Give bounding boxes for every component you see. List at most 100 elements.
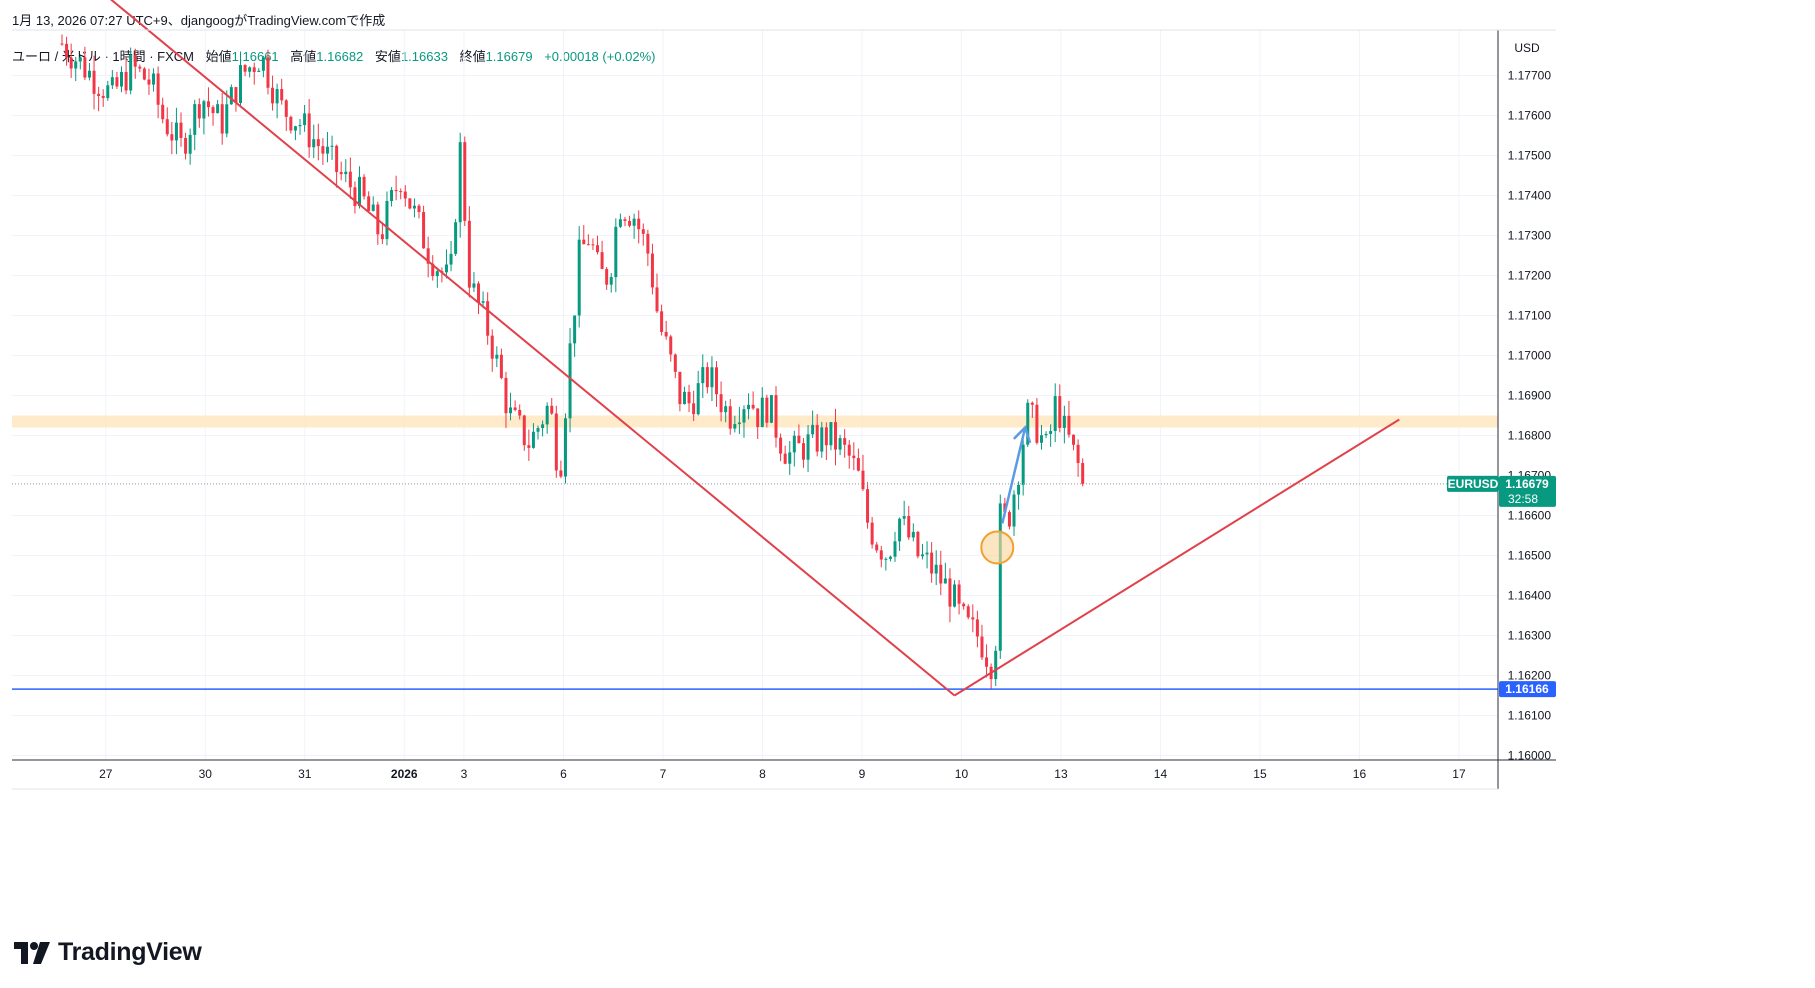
candle-down bbox=[394, 190, 398, 192]
candle-down bbox=[289, 116, 293, 131]
candle-down bbox=[348, 171, 352, 188]
currency-label[interactable]: USD bbox=[1514, 41, 1540, 55]
candle-up bbox=[884, 558, 888, 560]
candle-up bbox=[632, 218, 636, 226]
candle-down bbox=[875, 544, 879, 551]
candle-up bbox=[545, 405, 549, 425]
candle-down bbox=[715, 367, 719, 395]
price-tick-label: 1.16900 bbox=[1508, 389, 1552, 403]
price-tick-label: 1.17200 bbox=[1508, 269, 1552, 283]
marker-circle[interactable] bbox=[980, 530, 1015, 565]
candle-down bbox=[115, 77, 119, 87]
candle-down bbox=[165, 119, 169, 135]
candle-up bbox=[458, 142, 462, 223]
tradingview-icon bbox=[14, 941, 50, 964]
candle-down bbox=[422, 211, 426, 249]
candle-up bbox=[344, 171, 348, 175]
tradingview-logo[interactable]: TradingView bbox=[14, 938, 202, 967]
candle-up bbox=[953, 584, 957, 607]
candle-up bbox=[87, 70, 91, 78]
candle-down bbox=[596, 245, 600, 253]
drawings[interactable] bbox=[82, 0, 1400, 697]
candle-down bbox=[980, 636, 984, 658]
candle-down bbox=[843, 438, 847, 445]
candle-up bbox=[495, 354, 499, 359]
candle-up bbox=[275, 89, 279, 104]
candle-down bbox=[1076, 444, 1080, 464]
candle-down bbox=[669, 336, 673, 355]
candle-up bbox=[385, 201, 389, 240]
candle-down bbox=[399, 191, 403, 193]
candle-down bbox=[408, 198, 412, 209]
candle-down bbox=[705, 367, 709, 388]
time-tick-label: 27 bbox=[99, 767, 113, 781]
candle-down bbox=[692, 403, 696, 415]
candle-down bbox=[197, 104, 201, 119]
candle-down bbox=[870, 522, 874, 545]
candle-up bbox=[769, 395, 773, 423]
candle-up bbox=[573, 315, 577, 344]
candle-down bbox=[380, 234, 384, 240]
time-tick-label: 30 bbox=[199, 767, 213, 781]
candle-up bbox=[577, 239, 581, 316]
trend-line[interactable] bbox=[82, 0, 956, 697]
time-tick-label: 31 bbox=[298, 767, 312, 781]
last-price-symbol: EURUSD bbox=[1448, 477, 1499, 491]
last-price-symbol-bg bbox=[1447, 475, 1499, 492]
time-tick-label: 17 bbox=[1452, 767, 1466, 781]
trend-line[interactable] bbox=[953, 418, 1400, 697]
candle-up bbox=[536, 428, 540, 432]
candle-up bbox=[216, 104, 220, 114]
candle-up bbox=[934, 564, 938, 574]
time-axis-labels: 27 30 31 2026 3 6 7 8 9 10 13 14 15 16 17 bbox=[99, 767, 1466, 781]
candle-down bbox=[179, 122, 183, 138]
candle-down bbox=[1067, 415, 1071, 435]
candle-down bbox=[664, 331, 668, 337]
candle-up bbox=[806, 434, 810, 460]
candle-down bbox=[266, 57, 270, 88]
candle-up bbox=[701, 367, 705, 384]
candle-down bbox=[637, 218, 641, 230]
candle-down bbox=[554, 413, 558, 471]
candle-down bbox=[971, 617, 975, 620]
candle-down bbox=[719, 394, 723, 413]
candle-down bbox=[142, 68, 146, 80]
candle-up bbox=[609, 277, 613, 285]
candle-up bbox=[838, 438, 842, 450]
resistance-zone[interactable] bbox=[12, 415, 1498, 428]
candle-down bbox=[271, 87, 275, 104]
candle-down bbox=[477, 283, 481, 303]
candle-down bbox=[623, 219, 627, 221]
price-tick-label: 1.16300 bbox=[1508, 629, 1552, 643]
candle-up bbox=[811, 424, 815, 435]
candle-down bbox=[252, 67, 256, 73]
last-price-tag: EURUSD 1.16679 32:58 bbox=[1447, 475, 1556, 507]
candle-up bbox=[563, 418, 567, 477]
arrow-head[interactable] bbox=[1012, 425, 1032, 444]
candle-up bbox=[1039, 435, 1043, 443]
arrow-line[interactable] bbox=[1001, 427, 1027, 524]
candle-down bbox=[797, 435, 801, 444]
candle-down bbox=[975, 619, 979, 637]
candle-up bbox=[737, 422, 741, 425]
candle-down bbox=[957, 584, 961, 604]
candle-down bbox=[985, 657, 989, 667]
candle-down bbox=[206, 101, 210, 108]
price-tick-label: 1.17100 bbox=[1508, 309, 1552, 323]
candle-up bbox=[747, 404, 751, 410]
candle-down bbox=[673, 354, 677, 372]
candle-up bbox=[998, 503, 1002, 651]
candle-up bbox=[696, 383, 700, 415]
candle-up bbox=[257, 70, 261, 73]
time-tick-label: 7 bbox=[660, 767, 667, 781]
time-tick-label: 15 bbox=[1253, 767, 1267, 781]
candle-down bbox=[939, 564, 943, 584]
candle-up bbox=[682, 391, 686, 405]
price-axis-labels: 1.16000 1.16100 1.16200 1.16300 1.16400 1.165… bbox=[1508, 69, 1552, 763]
candle-up bbox=[358, 176, 362, 207]
candle-down bbox=[930, 552, 934, 574]
symbol-name[interactable]: ユーロ / 米ドル · 1時間 · FXCM bbox=[12, 49, 195, 64]
candle-up bbox=[303, 113, 307, 126]
candle-up bbox=[435, 271, 439, 277]
